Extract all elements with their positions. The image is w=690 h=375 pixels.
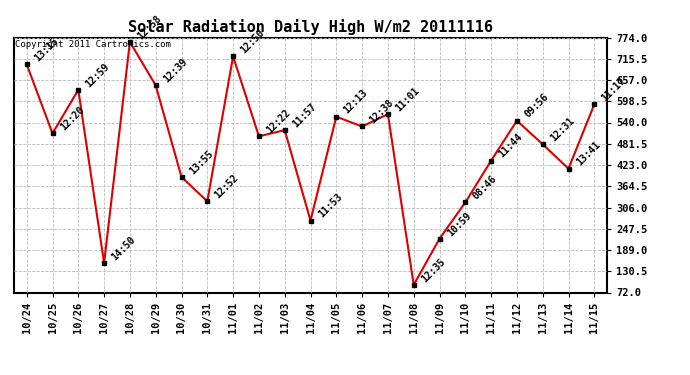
Text: 12:52: 12:52 — [213, 173, 241, 201]
Text: 12:59: 12:59 — [84, 61, 112, 89]
Text: 12:35: 12:35 — [420, 256, 447, 284]
Text: 12:39: 12:39 — [161, 57, 189, 85]
Text: 11:57: 11:57 — [290, 102, 318, 129]
Text: 14:50: 14:50 — [110, 234, 137, 262]
Text: 11:44: 11:44 — [497, 132, 524, 160]
Text: 12:38: 12:38 — [368, 98, 395, 126]
Text: 13:15: 13:15 — [32, 36, 60, 64]
Text: 12:22: 12:22 — [264, 108, 293, 135]
Text: 12:20: 12:20 — [58, 105, 86, 133]
Text: 12:13: 12:13 — [342, 88, 370, 116]
Text: 10:59: 10:59 — [445, 210, 473, 238]
Text: 08:46: 08:46 — [471, 174, 499, 202]
Text: Copyright 2011 Cartronics.com: Copyright 2011 Cartronics.com — [15, 40, 171, 49]
Text: 12:58: 12:58 — [135, 13, 164, 41]
Text: 09:56: 09:56 — [522, 92, 551, 120]
Text: 12:50: 12:50 — [239, 28, 266, 56]
Text: 13:41: 13:41 — [574, 140, 602, 168]
Title: Solar Radiation Daily High W/m2 20111116: Solar Radiation Daily High W/m2 20111116 — [128, 19, 493, 35]
Text: 13:55: 13:55 — [187, 148, 215, 176]
Text: 11:01: 11:01 — [393, 86, 422, 113]
Text: 11:53: 11:53 — [316, 192, 344, 220]
Text: 12:31: 12:31 — [549, 116, 576, 144]
Text: 11:17: 11:17 — [600, 76, 628, 104]
